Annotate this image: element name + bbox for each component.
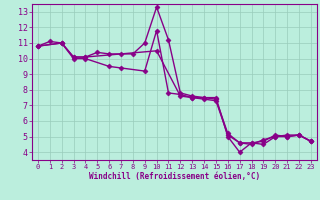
X-axis label: Windchill (Refroidissement éolien,°C): Windchill (Refroidissement éolien,°C) (89, 172, 260, 181)
